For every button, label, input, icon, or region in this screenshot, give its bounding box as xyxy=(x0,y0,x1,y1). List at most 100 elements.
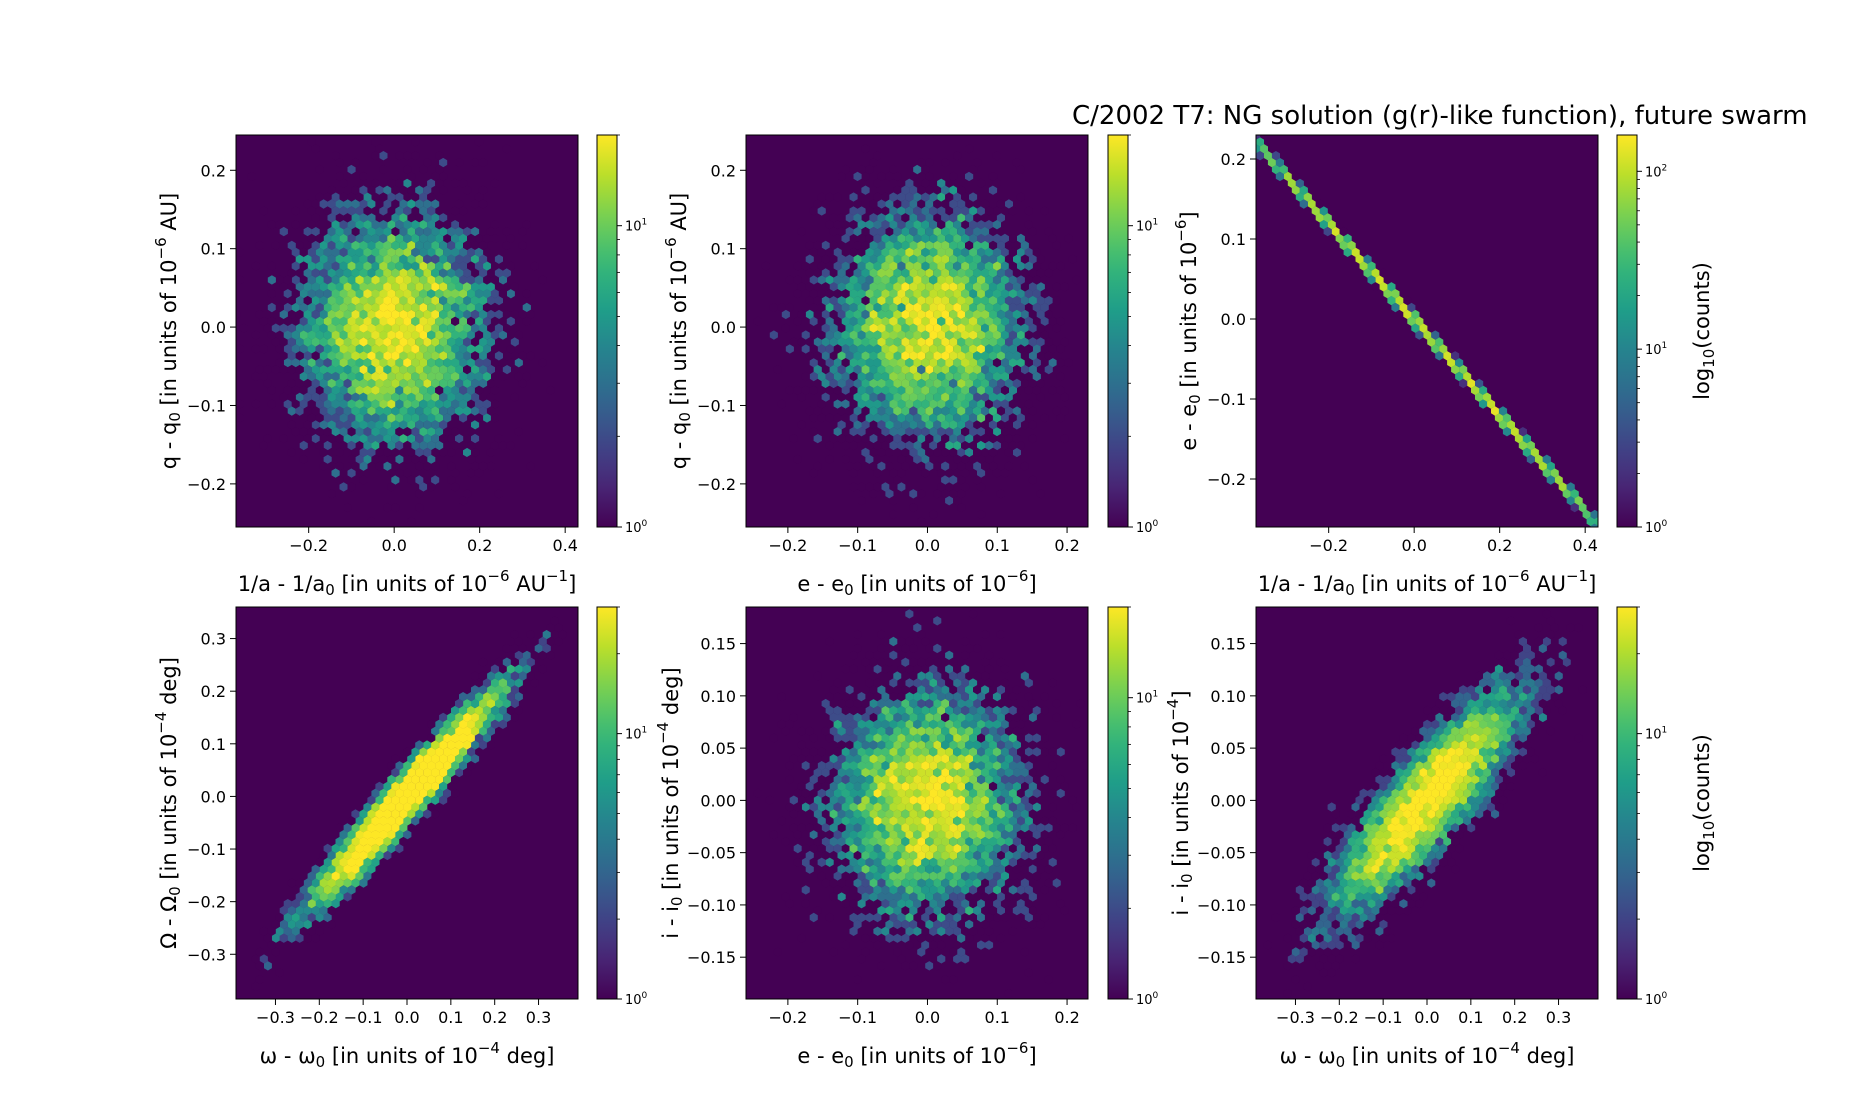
hex-cell xyxy=(769,733,778,743)
hex-cell xyxy=(1415,733,1424,743)
hex-cell xyxy=(1407,885,1416,895)
hex-cell xyxy=(949,781,958,792)
hex-cell xyxy=(419,192,428,202)
hex-cell xyxy=(351,447,360,458)
hex-cell xyxy=(303,878,312,888)
hex-cell xyxy=(981,933,990,943)
hex-cell xyxy=(1363,836,1372,847)
hex-cell xyxy=(514,692,523,702)
hex-cell xyxy=(387,761,396,771)
hex-cell xyxy=(1518,747,1527,757)
hex-cell xyxy=(343,892,352,902)
hex-cell xyxy=(885,836,894,847)
hex-cell xyxy=(371,440,380,451)
hex-cell xyxy=(415,420,424,430)
hex-cell xyxy=(793,830,802,840)
hex-cell xyxy=(474,358,484,368)
hex-cell xyxy=(881,427,890,437)
hex-cell xyxy=(395,358,404,368)
x-tick-label: −0.3 xyxy=(256,1008,295,1027)
hex-cell xyxy=(853,643,862,654)
hex-cell xyxy=(909,809,918,819)
hex-cell xyxy=(817,330,826,340)
hex-cell xyxy=(287,406,296,416)
hex-cell xyxy=(291,385,300,395)
hex-cell xyxy=(873,330,882,340)
hex-cell xyxy=(833,399,842,409)
hex-cell xyxy=(1024,733,1033,743)
hex-cell xyxy=(411,413,420,423)
hex-cell xyxy=(905,912,914,923)
hex-cell xyxy=(267,220,276,230)
hex-cell xyxy=(323,440,332,451)
hex-cell xyxy=(881,899,890,909)
hex-cell xyxy=(299,427,308,437)
hex-cell xyxy=(929,940,938,950)
hex-cell xyxy=(969,385,978,395)
hex-cell xyxy=(1502,761,1511,771)
hex-cell xyxy=(1016,164,1025,175)
hex-cell xyxy=(897,719,906,729)
hex-cell xyxy=(1032,302,1041,313)
hex-cell xyxy=(359,364,368,375)
hex-cell xyxy=(1650,561,1658,570)
hex-cell xyxy=(371,371,380,382)
hex-cell xyxy=(957,712,966,723)
hex-cell xyxy=(969,802,978,812)
colorbar-tick-label: 100 xyxy=(1136,519,1159,536)
hex-cell xyxy=(467,692,476,702)
hex-cell xyxy=(953,151,962,161)
y-tick-label: −0.05 xyxy=(687,844,736,863)
hex-cell xyxy=(988,378,998,389)
hex-cell xyxy=(789,823,798,833)
hex-cell xyxy=(443,261,452,271)
hex-cell xyxy=(339,233,348,244)
hex-cell xyxy=(1455,705,1464,716)
hex-cell xyxy=(881,843,890,854)
hex-cell xyxy=(909,240,918,251)
hex-cell xyxy=(1287,954,1296,964)
hex-cell xyxy=(853,919,862,930)
hex-cell xyxy=(1415,802,1424,812)
hex-cell xyxy=(375,337,384,347)
hex-cell xyxy=(961,899,970,909)
hex-cell xyxy=(1020,282,1029,292)
hex-cell xyxy=(929,705,938,716)
hex-cell xyxy=(399,323,408,333)
hex-cell xyxy=(399,781,408,792)
hex-cell xyxy=(375,433,384,444)
hex-cell xyxy=(307,316,316,326)
hex-cell xyxy=(315,399,324,409)
hex-cell xyxy=(996,213,1005,223)
hex-cell xyxy=(1494,692,1504,702)
hex-cell xyxy=(965,878,974,888)
hex-cell xyxy=(973,295,982,306)
hex-cell xyxy=(327,392,336,402)
hex-cell xyxy=(992,733,1001,743)
hex-cell xyxy=(941,185,950,195)
hex-cell xyxy=(885,919,894,930)
hex-cell xyxy=(439,268,448,278)
hex-cell xyxy=(1012,850,1021,861)
hex-cell xyxy=(1467,754,1476,764)
hex-cell xyxy=(901,892,910,902)
hex-cell xyxy=(395,192,404,202)
hex-cell xyxy=(494,433,503,444)
hex-cell xyxy=(845,351,854,361)
hex-cell xyxy=(363,802,372,812)
y-tick-label: −0.1 xyxy=(1207,390,1246,409)
hex-cell xyxy=(474,247,484,257)
hex-cell xyxy=(419,399,428,409)
hex-cell xyxy=(415,781,424,792)
hex-cell xyxy=(1044,836,1053,847)
hex-cell xyxy=(303,309,312,320)
hex-cell xyxy=(1000,261,1009,271)
y-tick-label: 0.15 xyxy=(1210,635,1246,654)
hex-cell xyxy=(901,767,910,778)
hex-cell xyxy=(837,767,846,778)
hex-cell xyxy=(869,726,878,736)
hex-cell xyxy=(343,850,352,861)
hex-cell xyxy=(889,719,898,729)
hex-cell xyxy=(375,282,384,292)
hex-cell xyxy=(984,761,994,771)
